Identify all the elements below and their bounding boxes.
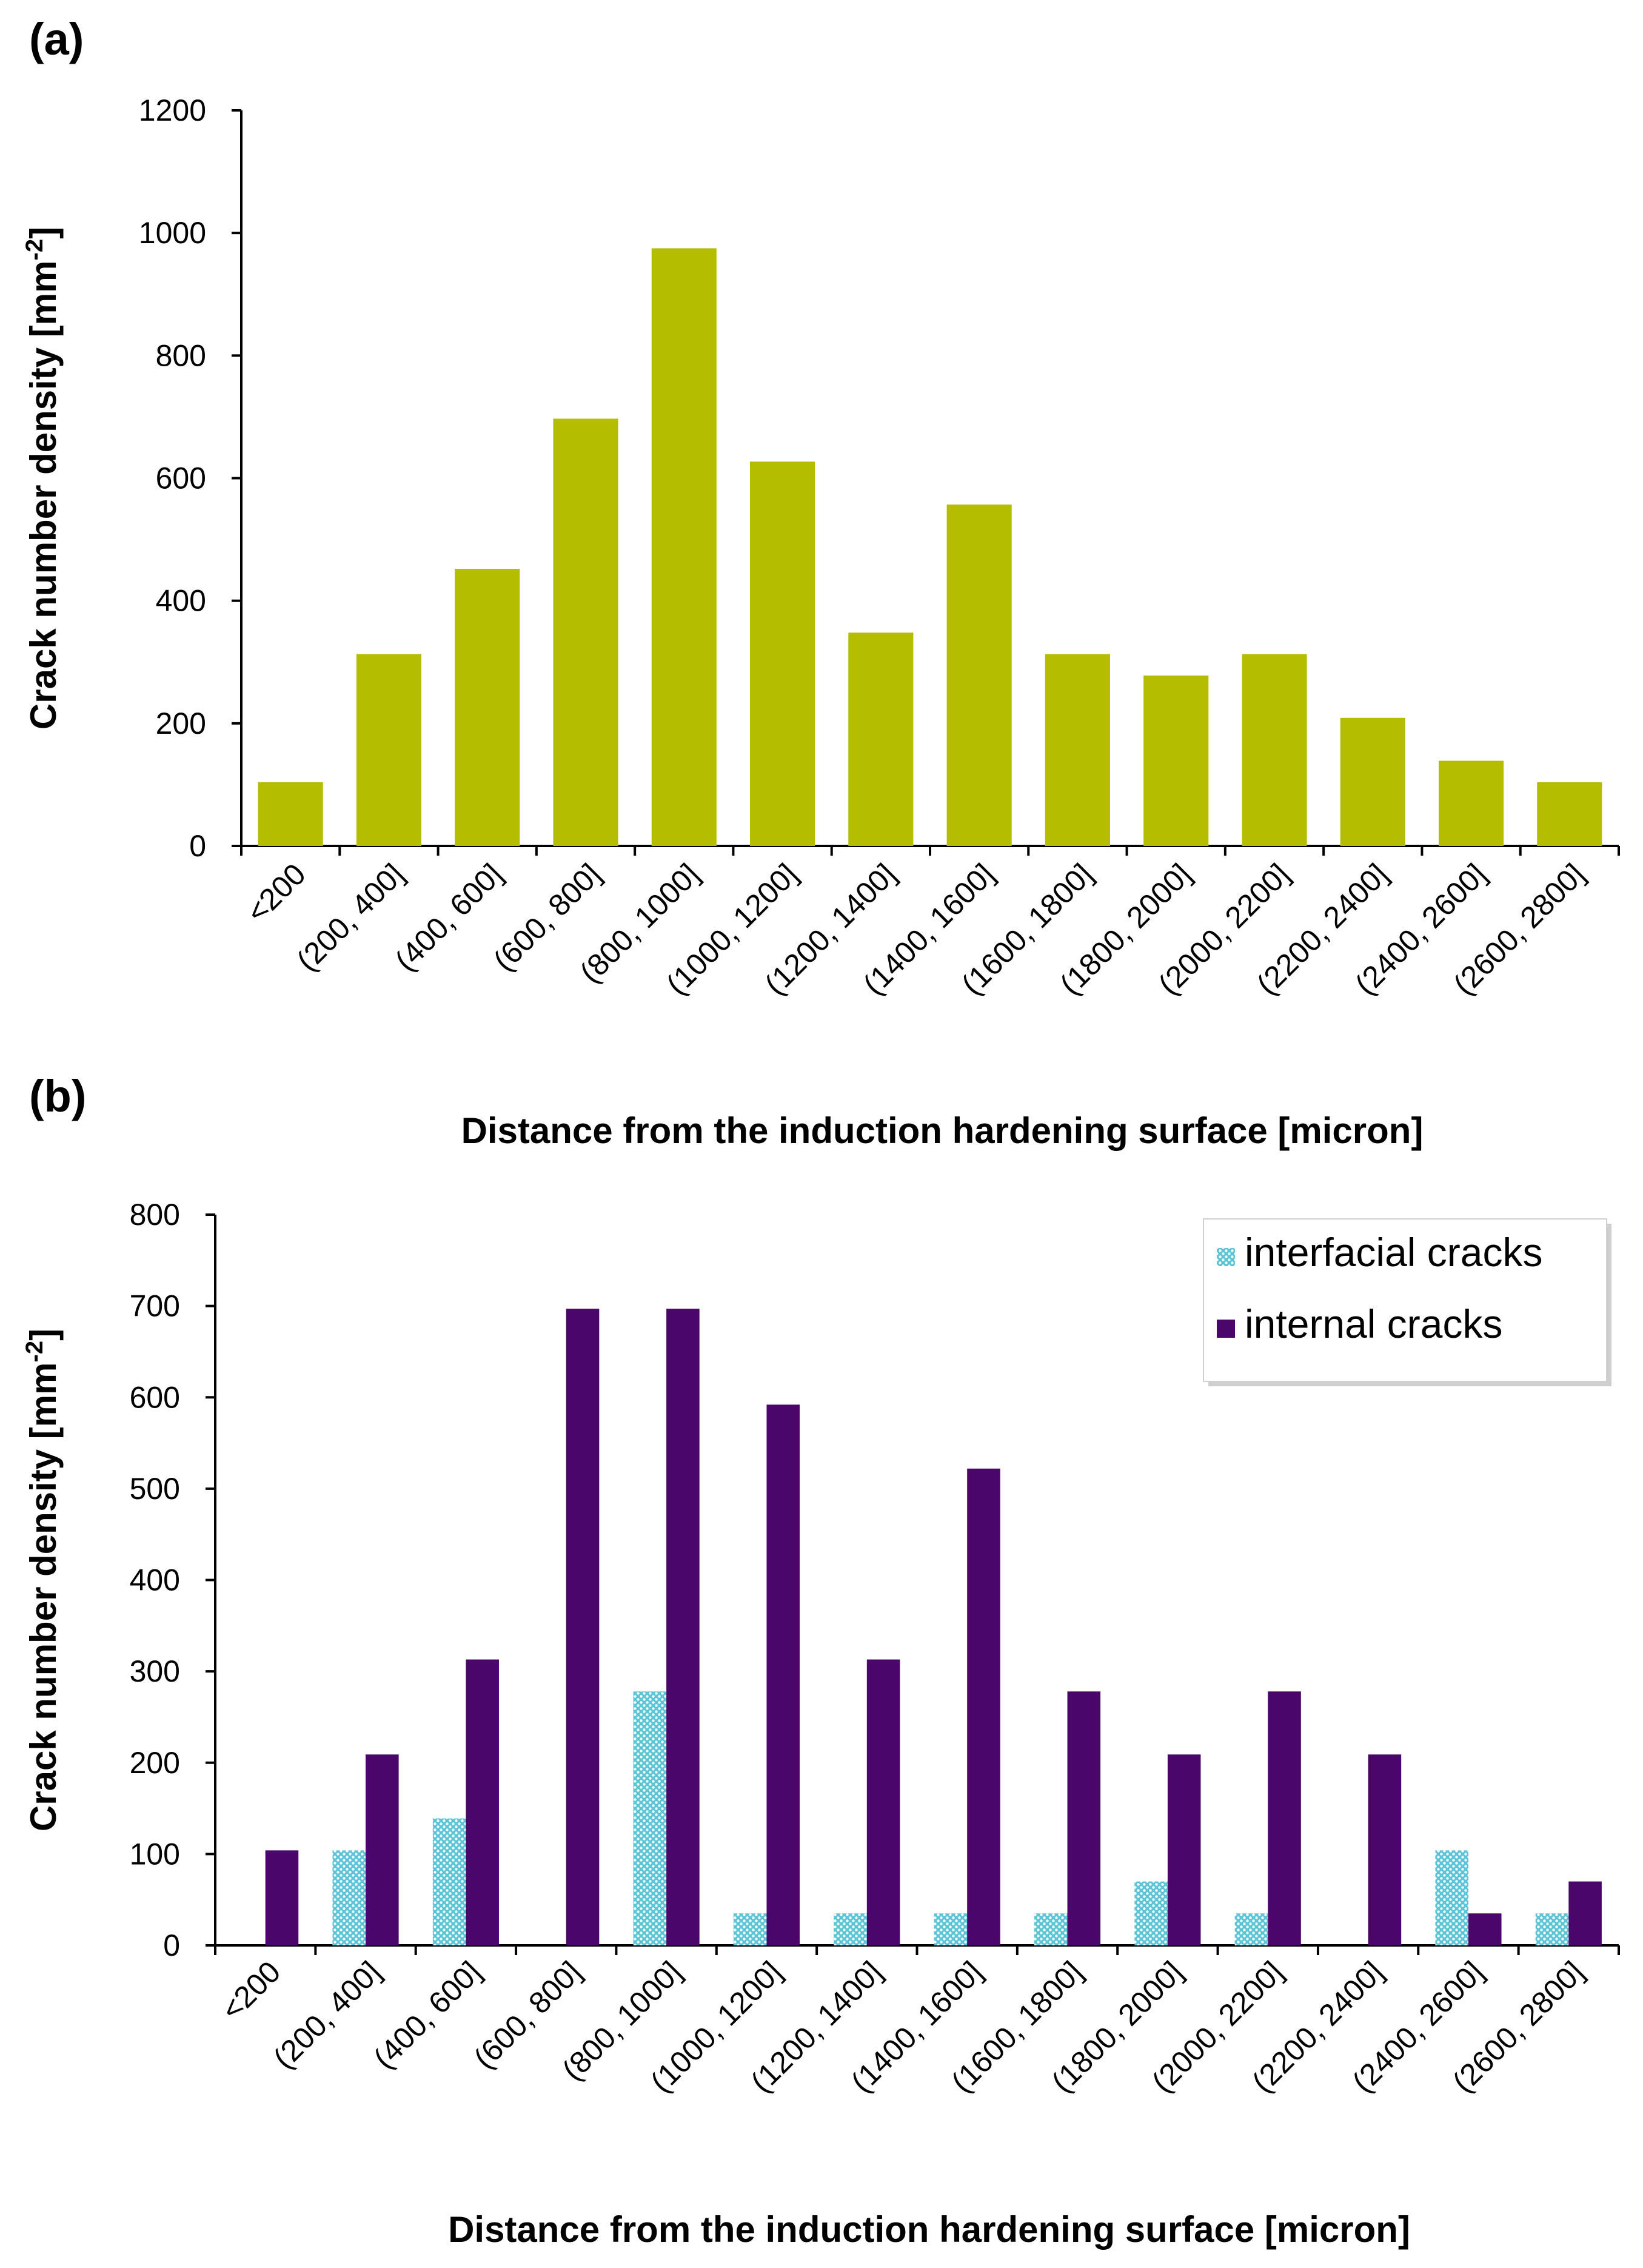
bar-crack-number-density-1 [356, 654, 421, 846]
legend-label-interfacial-cracks: interfacial cracks [1245, 1230, 1543, 1275]
y-tick-label: 400 [130, 1563, 180, 1597]
y-axis-title-text: Crack number density [mm [23, 1363, 64, 1832]
bar-interfacial-cracks-9 [1134, 1881, 1168, 1945]
bar-crack-number-density-10 [1242, 654, 1307, 846]
bar-interfacial-cracks-2 [432, 1818, 466, 1945]
bar-crack-number-density-13 [1537, 782, 1602, 846]
y-tick-label: 200 [156, 706, 206, 740]
panel-b-label: (b) [29, 1071, 87, 1121]
legend-swatch-interfacial-cracks [1217, 1248, 1235, 1266]
bar-internal-cracks-6 [866, 1659, 900, 1945]
y-axis-title-end: ] [23, 227, 64, 239]
y-axis-title-superscript: -2 [21, 1341, 48, 1363]
y-tick-label: 0 [163, 1928, 180, 1962]
x-tick-label: <200 [240, 857, 312, 929]
bar-crack-number-density-0 [258, 782, 323, 846]
bar-internal-cracks-13 [1568, 1881, 1602, 1945]
bar-crack-number-density-2 [455, 569, 520, 846]
bar-internal-cracks-7 [967, 1468, 1000, 1945]
y-axis-title-superscript: -2 [21, 239, 48, 261]
y-tick-label: 500 [130, 1472, 180, 1506]
bar-crack-number-density-11 [1340, 717, 1405, 846]
bar-crack-number-density-8 [1045, 654, 1110, 846]
y-axis-title-end: ] [23, 1329, 64, 1341]
legend-swatch-internal-cracks [1217, 1320, 1235, 1338]
bar-internal-cracks-8 [1067, 1691, 1101, 1945]
y-tick-label: 700 [130, 1289, 180, 1323]
bar-internal-cracks-5 [766, 1404, 800, 1945]
bar-internal-cracks-11 [1368, 1754, 1402, 1945]
bar-internal-cracks-3 [566, 1309, 600, 1945]
y-tick-label: 800 [130, 1198, 180, 1232]
chart-b: 0 100 200 300 400 500 600 700 800 <200(200, 400](… [21, 1198, 1620, 2250]
bar-crack-number-density-4 [651, 248, 717, 846]
y-tick-label: 200 [130, 1746, 180, 1780]
bar-crack-number-density-12 [1439, 760, 1504, 846]
bar-internal-cracks-10 [1268, 1691, 1301, 1945]
bar-crack-number-density-5 [750, 461, 815, 846]
bar-internal-cracks-0 [265, 1850, 299, 1945]
panel-a-label: (a) [29, 14, 84, 64]
legend-label-internal-cracks: internal cracks [1245, 1301, 1503, 1346]
bar-interfacial-cracks-12 [1435, 1850, 1468, 1945]
bar-interfacial-cracks-4 [633, 1691, 667, 1945]
bar-interfacial-cracks-5 [733, 1913, 767, 1945]
bar-interfacial-cracks-8 [1034, 1913, 1068, 1945]
x-tick-label: (200, 400] [267, 1954, 387, 2075]
y-tick-label: 800 [156, 338, 206, 372]
y-tick-label: 100 [130, 1837, 180, 1871]
bar-interfacial-cracks-10 [1234, 1913, 1268, 1945]
chart-a: 0 200 400 600 800 1000 1200 <200(200, 400](400,… [21, 93, 1620, 1151]
x-axis-title: Distance from the induction hardening su… [448, 2209, 1410, 2250]
y-tick-label: 0 [189, 829, 206, 863]
y-axis-title: Crack number density [mm-2] [21, 1329, 64, 1831]
x-tick-label: (400, 600] [367, 1954, 487, 2075]
bar-interfacial-cracks-13 [1535, 1913, 1569, 1945]
bar-interfacial-cracks-7 [934, 1913, 968, 1945]
bar-crack-number-density-3 [553, 418, 618, 846]
y-tick-label: 400 [156, 584, 206, 618]
bar-internal-cracks-2 [466, 1659, 499, 1945]
bar-internal-cracks-4 [666, 1309, 700, 1945]
y-axis-title: Crack number density [mm-2] [21, 227, 64, 730]
bar-crack-number-density-9 [1143, 675, 1209, 846]
y-tick-label: 1000 [139, 216, 206, 250]
x-axis-title: Distance from the induction hardening su… [461, 1110, 1424, 1151]
y-tick-label: 300 [130, 1654, 180, 1688]
x-tick-label: <200 [215, 1954, 287, 2027]
y-tick-label: 1200 [139, 93, 206, 127]
y-tick-label: 600 [156, 461, 206, 495]
legend-box [1203, 1218, 1607, 1382]
bar-interfacial-cracks-1 [332, 1850, 366, 1945]
bar-crack-number-density-6 [848, 632, 914, 846]
bar-interfacial-cracks-6 [834, 1913, 867, 1945]
bar-internal-cracks-1 [366, 1754, 399, 1945]
x-tick-label: (400, 600] [389, 857, 509, 978]
bar-internal-cracks-9 [1167, 1754, 1201, 1945]
y-axis-title-text: Crack number density [mm [23, 261, 64, 730]
bar-internal-cracks-12 [1468, 1913, 1502, 1945]
y-tick-label: 600 [130, 1380, 180, 1414]
x-tick-label: (200, 400] [290, 857, 410, 978]
bar-crack-number-density-7 [946, 504, 1012, 846]
